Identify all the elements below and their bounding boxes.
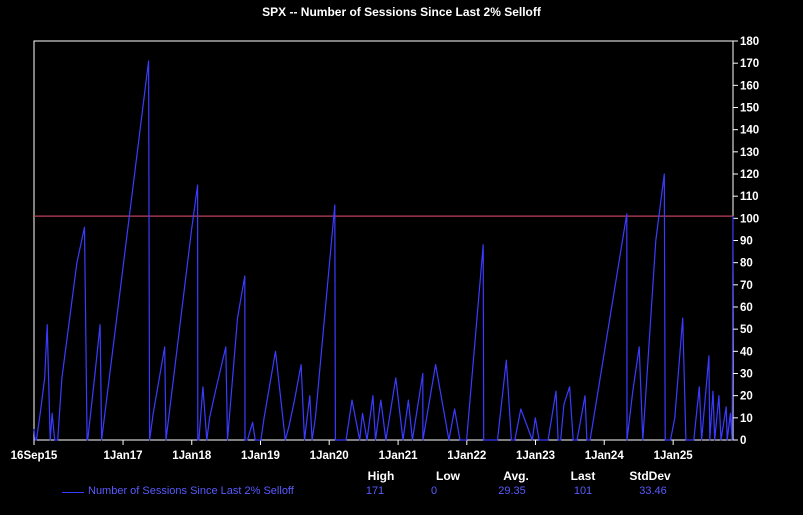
- x-tick-label: 16Sep15: [11, 450, 58, 462]
- y-tick-label: 80: [740, 258, 753, 270]
- y-tick-label: 90: [740, 236, 753, 248]
- legend-label: Number of Sessions Since Last 2% Selloff: [88, 485, 294, 497]
- y-tick-label: 50: [740, 324, 753, 336]
- y-tick-label: 130: [740, 147, 759, 159]
- y-axis: 0 10 20 30 40 50 60 70 80 90 100 110 120 130 140 150 160…: [733, 36, 759, 447]
- y-tick-label: 180: [740, 36, 759, 48]
- stats-header-high: High: [367, 469, 395, 483]
- stat-last-value: 101: [573, 485, 593, 497]
- series-line: [33, 60, 734, 441]
- stat-low-value: 0: [430, 485, 438, 497]
- x-tick-label: 1Jan22: [447, 450, 486, 462]
- y-tick-label: 110: [740, 191, 759, 203]
- stats-header-last: Last: [570, 469, 596, 483]
- stats-header-avg: Avg.: [503, 469, 529, 483]
- y-tick-label: 60: [740, 302, 753, 314]
- x-tick-label: 1Jan20: [310, 450, 349, 462]
- x-tick-label: 1Jan21: [379, 450, 419, 462]
- x-tick-label: 1Jan19: [241, 450, 280, 462]
- chart-title: SPX -- Number of Sessions Since Last 2% …: [262, 5, 541, 19]
- y-tick-label: 70: [740, 280, 753, 292]
- x-axis: 16Sep15 1Jan17 1Jan18 1Jan19 1Jan20 1Jan21 1Ja…: [11, 440, 694, 462]
- y-tick-label: 120: [740, 169, 759, 181]
- x-tick-label: 1Jan25: [654, 450, 694, 462]
- x-tick-label: 1Jan23: [516, 450, 555, 462]
- y-tick-label: 20: [740, 391, 753, 403]
- plot-frame: [33, 40, 734, 441]
- y-tick-label: 40: [740, 346, 753, 358]
- y-tick-label: 140: [740, 125, 759, 137]
- legend: Number of Sessions Since Last 2% Selloff…: [0, 485, 803, 501]
- x-tick-label: 1Jan24: [585, 450, 625, 462]
- y-tick-label: 160: [740, 80, 759, 92]
- x-tick-label: 1Jan17: [104, 450, 143, 462]
- stats-header-stddev: StdDev: [629, 469, 671, 483]
- legend-swatch: [62, 492, 84, 493]
- x-tick-label: 1Jan18: [172, 450, 212, 462]
- y-tick-label: 100: [740, 213, 759, 225]
- y-tick-label: 10: [740, 413, 753, 425]
- stats-headers: High Low Avg. Last StdDev: [0, 469, 803, 485]
- y-tick-label: 150: [740, 103, 759, 115]
- y-tick-label: 0: [740, 435, 746, 447]
- stat-avg-value: 29.35: [498, 485, 526, 497]
- y-tick-label: 30: [740, 369, 753, 381]
- stat-high-value: 171: [365, 485, 385, 497]
- y-tick-label: 170: [740, 58, 759, 70]
- stats-header-low: Low: [436, 469, 460, 483]
- stat-stddev-value: 33.46: [639, 485, 667, 497]
